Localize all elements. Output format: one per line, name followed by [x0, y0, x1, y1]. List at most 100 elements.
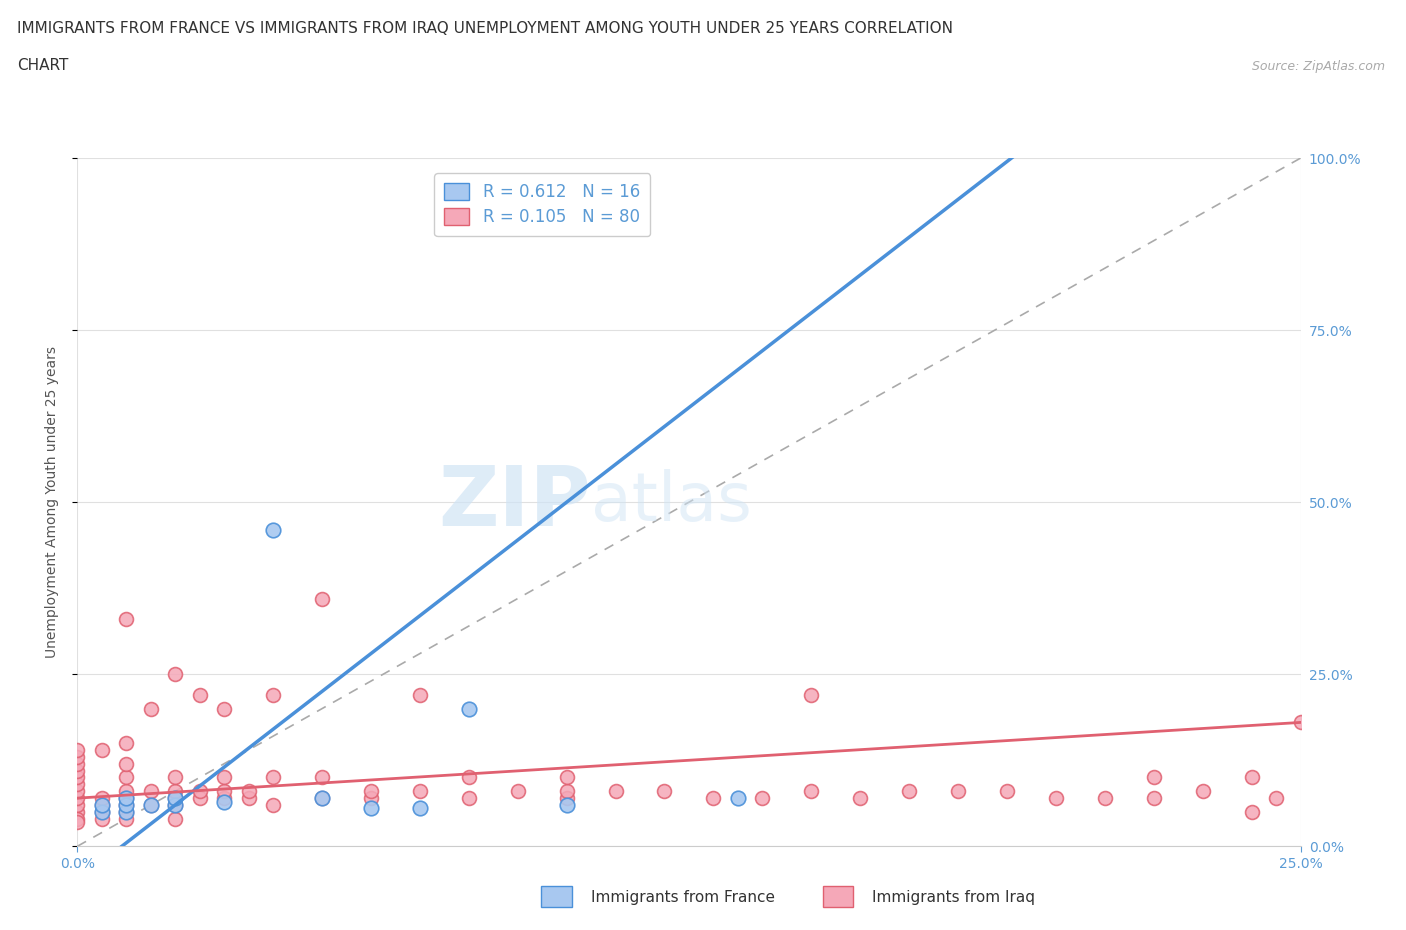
Point: [66, 798, 89, 813]
Point: [506, 784, 529, 799]
Point: [311, 790, 333, 805]
Point: [311, 790, 333, 805]
Legend: R = 0.612   N = 16, R = 0.105   N = 80: R = 0.612 N = 16, R = 0.105 N = 80: [434, 173, 650, 236]
Text: Immigrants from France: Immigrants from France: [591, 890, 775, 905]
Point: [66, 815, 89, 830]
Point: [457, 790, 479, 805]
Point: [115, 790, 138, 805]
Text: ZIP: ZIP: [439, 461, 591, 543]
Point: [1143, 790, 1166, 805]
Point: [139, 784, 162, 799]
Point: [849, 790, 872, 805]
Text: IMMIGRANTS FROM FRANCE VS IMMIGRANTS FROM IRAQ UNEMPLOYMENT AMONG YOUTH UNDER 25: IMMIGRANTS FROM FRANCE VS IMMIGRANTS FRO…: [17, 20, 953, 35]
Point: [90, 798, 112, 813]
Point: [1045, 790, 1067, 805]
Point: [90, 742, 112, 757]
Point: [1240, 770, 1263, 785]
Point: [90, 804, 112, 819]
Point: [360, 801, 382, 816]
Point: [212, 701, 235, 716]
Point: [995, 784, 1018, 799]
Point: [605, 784, 627, 799]
Point: [360, 790, 382, 805]
Point: [115, 811, 138, 826]
Point: [66, 756, 89, 771]
Point: [1265, 790, 1288, 805]
Point: [115, 804, 138, 819]
Point: [139, 798, 162, 813]
Point: [90, 804, 112, 819]
Point: [165, 667, 187, 682]
Point: [360, 784, 382, 799]
Point: [66, 804, 89, 819]
Point: [115, 798, 138, 813]
Point: [66, 811, 89, 826]
Point: [262, 523, 284, 538]
Point: [66, 764, 89, 778]
Point: [238, 784, 260, 799]
Point: [139, 798, 162, 813]
Point: [311, 591, 333, 606]
Point: [409, 687, 432, 702]
Point: [115, 804, 138, 819]
Point: [654, 784, 676, 799]
Point: [165, 784, 187, 799]
Point: [457, 770, 479, 785]
Point: [898, 784, 921, 799]
Point: [212, 784, 235, 799]
Point: [800, 784, 823, 799]
Text: atlas: atlas: [591, 470, 752, 535]
Point: [165, 790, 187, 805]
Point: [66, 777, 89, 791]
Point: [212, 794, 235, 809]
Point: [66, 770, 89, 785]
Y-axis label: Unemployment Among Youth under 25 years: Unemployment Among Youth under 25 years: [45, 346, 59, 658]
Point: [555, 790, 578, 805]
Text: Immigrants from Iraq: Immigrants from Iraq: [872, 890, 1035, 905]
Point: [555, 784, 578, 799]
Point: [165, 798, 187, 813]
Point: [165, 811, 187, 826]
Point: [115, 798, 138, 813]
Point: [212, 770, 235, 785]
Point: [90, 798, 112, 813]
Text: CHART: CHART: [17, 58, 69, 73]
Point: [727, 790, 749, 805]
Point: [90, 790, 112, 805]
Point: [555, 798, 578, 813]
Point: [262, 770, 284, 785]
Point: [555, 770, 578, 785]
Point: [165, 798, 187, 813]
Point: [115, 756, 138, 771]
Point: [66, 784, 89, 799]
Point: [115, 790, 138, 805]
Point: [702, 790, 724, 805]
Point: [165, 770, 187, 785]
Point: [1289, 715, 1312, 730]
Point: [66, 790, 89, 805]
Text: Source: ZipAtlas.com: Source: ZipAtlas.com: [1251, 60, 1385, 73]
Point: [262, 798, 284, 813]
Point: [262, 687, 284, 702]
Point: [409, 784, 432, 799]
Point: [66, 750, 89, 764]
Point: [311, 770, 333, 785]
Point: [165, 790, 187, 805]
Point: [188, 790, 211, 805]
Point: [409, 801, 432, 816]
Point: [188, 687, 211, 702]
Point: [115, 784, 138, 799]
Point: [751, 790, 773, 805]
Point: [1094, 790, 1116, 805]
Point: [115, 736, 138, 751]
Point: [115, 612, 138, 627]
Point: [1240, 804, 1263, 819]
Point: [66, 742, 89, 757]
Point: [946, 784, 969, 799]
Point: [238, 790, 260, 805]
Point: [139, 701, 162, 716]
Point: [457, 701, 479, 716]
Point: [115, 770, 138, 785]
Point: [1191, 784, 1213, 799]
Point: [800, 687, 823, 702]
